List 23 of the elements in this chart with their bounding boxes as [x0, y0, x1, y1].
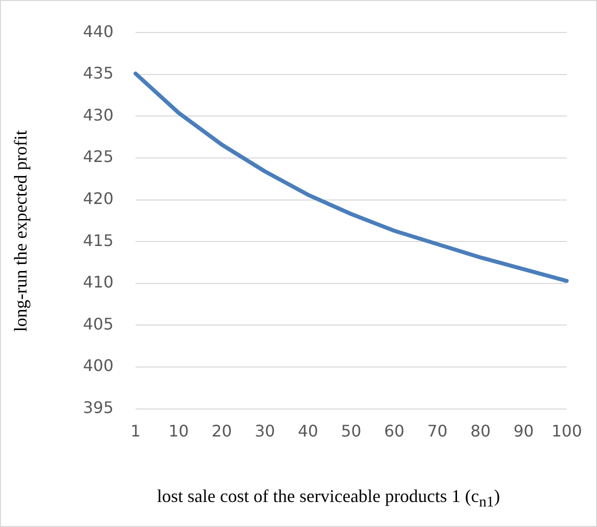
x-tick-label: 10: [168, 422, 189, 441]
y-tick-label: 420: [82, 188, 114, 208]
x-tick-label: 40: [298, 422, 318, 441]
x-tick-label: 100: [551, 422, 582, 441]
y-tick-label: 415: [82, 230, 114, 250]
y-tick-label: 395: [82, 398, 114, 417]
x-tick-label: 50: [340, 422, 362, 441]
y-tick-label: 425: [82, 147, 114, 166]
y-tick-label: 440: [82, 22, 114, 41]
y-tick-label: 430: [82, 105, 114, 124]
x-tick-label: 80: [470, 422, 491, 441]
x-tick-label: 1: [130, 422, 141, 441]
y-tick-label: 410: [82, 272, 114, 292]
x-tick-label: 30: [254, 422, 276, 441]
y-axis-title: long-run the expected profit: [10, 130, 32, 332]
x-tick-label: 20: [212, 422, 232, 441]
x-tick-label: 60: [384, 422, 404, 441]
y-tick-label: 435: [82, 64, 114, 83]
x-tick-label: 90: [513, 422, 534, 441]
y-tick-label: 400: [82, 356, 114, 376]
y-tick-label: 405: [82, 314, 114, 334]
x-axis-title: lost sale cost of the serviceable products 1 (c$_{n1}$): [156, 486, 501, 512]
x-tick-label: 70: [427, 422, 448, 441]
